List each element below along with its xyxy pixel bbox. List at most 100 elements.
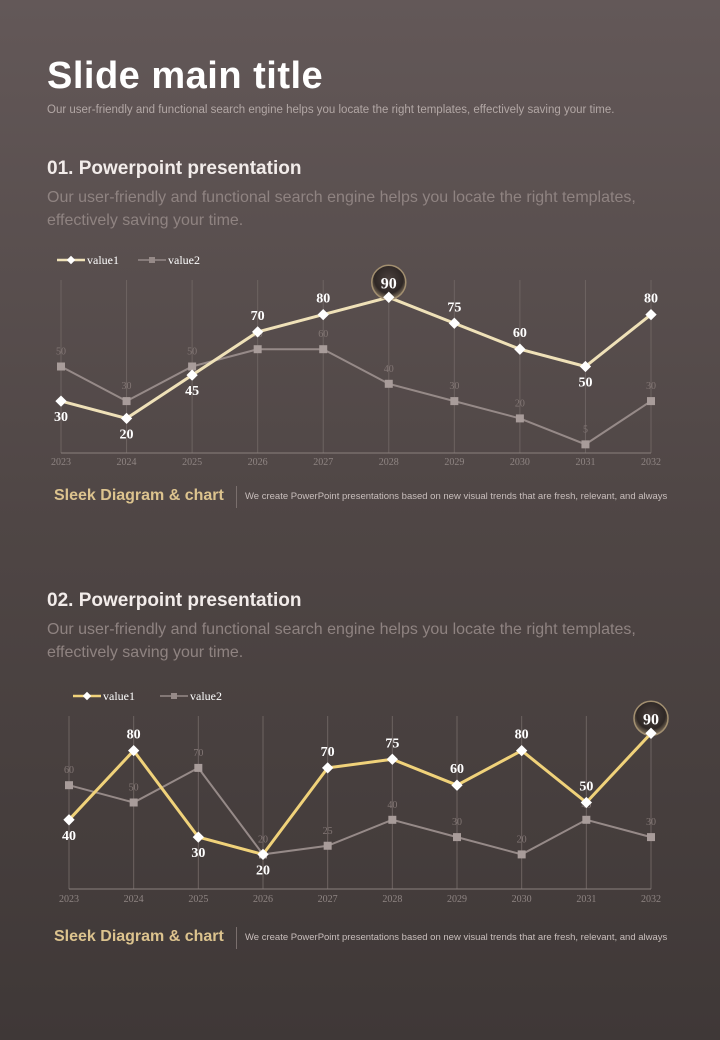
series-value2-point <box>647 833 655 842</box>
x-tick-label: 2023 <box>51 457 71 468</box>
series-value1-point <box>192 831 204 843</box>
series-value2-point <box>453 833 461 842</box>
legend-value2-marker <box>149 257 155 263</box>
series-value2-data-label: 20 <box>258 834 268 845</box>
line-chart-1: 2023 2024 2025 2026 2027 2028 2029 2030 2031 2032… <box>51 253 661 468</box>
x-tick-label: 2027 <box>313 457 333 468</box>
series-value2-point <box>129 798 138 807</box>
section-2-title: 02. Powerpoint presentation <box>47 590 302 611</box>
series-value2-data-label: 40 <box>384 364 394 375</box>
legend-value1-marker <box>82 691 92 701</box>
series-value1-data-label: 75 <box>447 300 461 315</box>
series-value1-data-label: 20 <box>256 863 270 878</box>
series-value1-data-label: 20 <box>120 427 134 442</box>
series-value2-line <box>68 766 652 856</box>
x-tick-label: 2030 <box>512 894 532 905</box>
series-value2-data-label: 60 <box>318 329 328 340</box>
x-tick-label: 2027 <box>318 894 338 905</box>
series-value1-data-label: 75 <box>385 736 399 751</box>
line-chart-2: 2023 2024 2025 2026 2027 2028 2029 2030 2031 2032… <box>59 689 669 905</box>
series-value1-data-label: 40 <box>62 829 76 844</box>
x-tick-label: 2026 <box>248 457 268 468</box>
series-value2-point <box>253 345 262 354</box>
x-tick-label: 2024 <box>124 894 144 905</box>
x-tick-label: 2029 <box>444 457 464 468</box>
series-value2-data-label: 20 <box>515 398 525 409</box>
x-tick-label: 2030 <box>510 457 530 468</box>
series-value1-data-label: 60 <box>513 326 527 341</box>
section-1-description: Our user-friendly and functional search … <box>47 189 636 229</box>
legend-value2-label: value2 <box>190 689 222 703</box>
x-tick-label: 2024 <box>117 457 137 468</box>
x-tick-label: 2028 <box>379 457 399 468</box>
series-value2-data-label: 25 <box>323 826 333 837</box>
x-tick-label: 2032 <box>641 894 661 905</box>
x-tick-label: 2025 <box>182 457 202 468</box>
page-title: Slide main title <box>47 55 324 97</box>
series-value2-point <box>450 397 459 406</box>
section-1-title: 01. Powerpoint presentation <box>47 158 302 179</box>
x-tick-label: 2028 <box>382 894 402 905</box>
series-value2-data-label: 5 <box>583 424 588 435</box>
series-value1-point <box>448 317 460 329</box>
series-value1-data-label: 30 <box>191 846 205 861</box>
series-value2-data-label: 30 <box>646 817 656 828</box>
series-value1-data-label: 70 <box>251 309 265 324</box>
series-value2-point <box>384 379 393 388</box>
series-value2-data-label: 50 <box>56 347 66 358</box>
series-value1-point <box>386 753 398 765</box>
series-value2-point <box>647 397 655 406</box>
x-tick-label: 2026 <box>253 894 273 905</box>
series-value1-data-label: 80 <box>127 728 141 743</box>
section-2-footer-text: We create PowerPoint presentations based… <box>245 932 668 943</box>
series-value2-point <box>582 815 591 824</box>
series-value2-data-label: 20 <box>517 834 527 845</box>
x-tick-label: 2023 <box>59 894 79 905</box>
series-value2-data-label: 30 <box>122 381 132 392</box>
series-value2-point <box>194 763 203 772</box>
series-value1-data-label: 80 <box>644 292 658 307</box>
series-value2-point <box>319 345 328 354</box>
series-value2-data-label: 40 <box>387 800 397 811</box>
series-value2-point <box>388 815 397 824</box>
series-value1-data-label: 80 <box>316 292 330 307</box>
series-value1-point <box>514 343 526 355</box>
section-1-footer-divider <box>236 486 237 508</box>
series-value2-data-label: 30 <box>452 817 462 828</box>
legend-value1-marker <box>66 255 76 265</box>
series-value1-data-label: 50 <box>579 780 593 795</box>
series-value2-point <box>517 850 526 859</box>
page-subtitle: Our user-friendly and functional search … <box>47 104 615 116</box>
legend-value1-label: value1 <box>103 689 135 703</box>
legend-value1-label: value1 <box>87 253 119 267</box>
x-tick-label: 2031 <box>576 894 596 905</box>
x-tick-label: 2031 <box>575 457 595 468</box>
series-value2-point <box>122 397 131 406</box>
legend-value2-label: value2 <box>168 253 200 267</box>
highlight-badge-label: 90 <box>381 275 397 292</box>
series-value2-data-label: 30 <box>646 381 656 392</box>
series-value2-data-label: 50 <box>187 347 197 358</box>
series-value2-data-label: 50 <box>129 783 139 794</box>
series-value1-data-label: 50 <box>578 376 592 391</box>
section-1-footer-text: We create PowerPoint presentations based… <box>245 491 668 502</box>
series-value1-data-label: 45 <box>185 384 199 399</box>
series-value2-point <box>581 440 590 449</box>
series-value1-data-label: 80 <box>515 728 529 743</box>
series-value1-point <box>55 395 67 407</box>
section-2-description: Our user-friendly and functional search … <box>47 621 636 661</box>
series-value1-point <box>317 308 329 321</box>
series-value1-point <box>186 369 198 381</box>
series-value2-data-label: 60 <box>64 765 74 776</box>
series-value2-point <box>65 781 73 790</box>
x-tick-label: 2025 <box>188 894 208 905</box>
series-value1-point <box>451 779 463 791</box>
section-2-footer-title: Sleek Diagram & chart <box>54 928 224 945</box>
series-value2-line <box>60 348 652 446</box>
legend-value2-marker <box>171 693 177 699</box>
x-tick-label: 2032 <box>641 457 661 468</box>
section-1-footer-title: Sleek Diagram & chart <box>54 487 224 504</box>
series-value2-data-label: 30 <box>449 381 459 392</box>
series-value2-point <box>515 414 524 423</box>
series-value1-line <box>67 732 653 856</box>
